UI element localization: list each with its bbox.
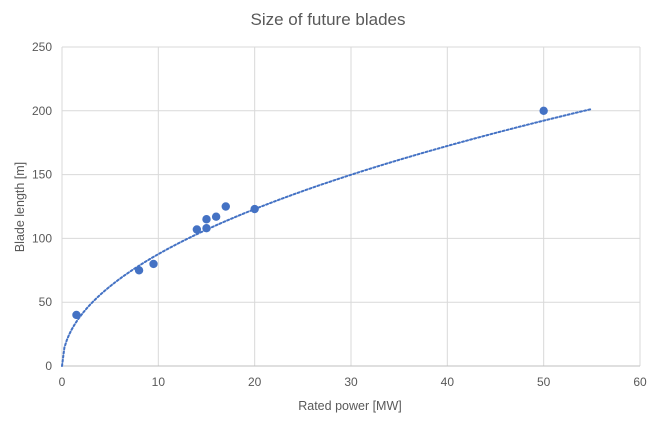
data-point (221, 202, 230, 211)
x-tick-label: 0 (59, 375, 66, 389)
x-tick-label: 20 (248, 375, 262, 389)
data-point (72, 310, 81, 320)
data-point (250, 204, 259, 214)
x-tick-label: 60 (633, 375, 647, 389)
y-tick-label: 50 (39, 295, 53, 309)
data-point (202, 223, 211, 233)
data-points (72, 106, 548, 320)
y-tick-label: 250 (32, 40, 52, 54)
y-tick-label: 100 (32, 231, 52, 245)
data-point (149, 259, 158, 269)
x-axis-label: Rated power [MW] (298, 399, 402, 413)
y-axis-label: Blade length [m] (13, 162, 27, 252)
x-tick-label: 40 (441, 375, 455, 389)
y-tick-label: 200 (32, 104, 52, 118)
data-point (202, 215, 211, 224)
x-tick-label: 30 (344, 375, 358, 389)
y-tick-label: 0 (45, 359, 52, 373)
data-point (192, 225, 202, 234)
data-point (211, 212, 221, 221)
chart-title: Size of future blades (251, 10, 406, 29)
data-point (134, 266, 144, 275)
x-tick-label: 50 (537, 375, 551, 389)
gridlines (62, 46, 641, 366)
tick-labels: 0 50 100 150 200 250 0 10 20 30 40 50 60 (32, 40, 647, 389)
data-point (539, 106, 548, 116)
trendline-layer (61, 107, 593, 367)
x-tick-label: 10 (152, 375, 166, 389)
y-tick-label: 150 (32, 168, 52, 182)
power-trendline (61, 107, 593, 367)
axes (61, 47, 640, 367)
